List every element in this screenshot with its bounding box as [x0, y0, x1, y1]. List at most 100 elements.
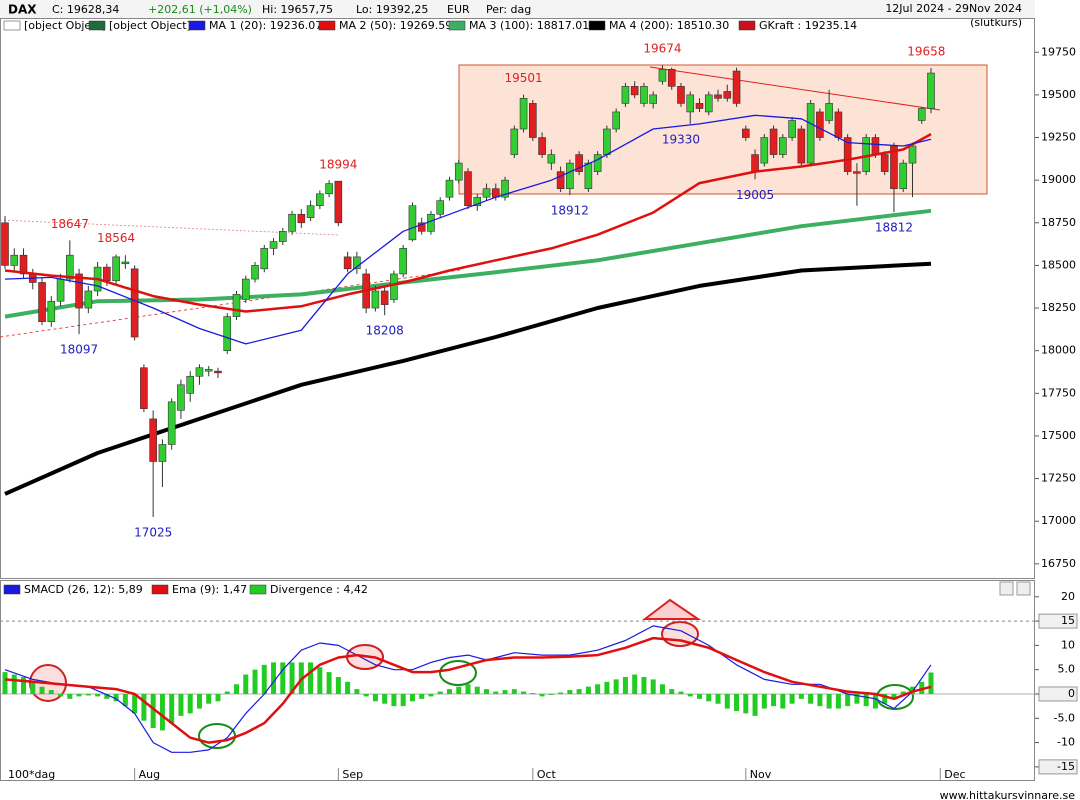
x-tick-label: Aug [139, 768, 160, 781]
divergence-bar [548, 693, 554, 695]
zoom-button[interactable] [999, 581, 1014, 596]
divergence-bar [585, 686, 591, 694]
divergence-bar [169, 693, 175, 724]
change-label: +202,61 (+1,04%) [148, 3, 252, 16]
candle-body [473, 196, 482, 207]
candle-body [10, 254, 19, 266]
candle-body [223, 316, 232, 351]
divergence-bar [58, 693, 64, 697]
divergence-bar [798, 693, 804, 699]
legend-label: MA 4 (200): 18510.30 [609, 19, 729, 32]
divergence-bar [595, 684, 601, 694]
divergence-bar [354, 689, 360, 694]
ma-line [4, 133, 932, 313]
divergence-bar [845, 693, 851, 707]
candle-body [371, 290, 380, 309]
period-label: 100*dag [8, 768, 55, 781]
legend-swatch [3, 584, 21, 595]
candle-body [251, 265, 259, 280]
divergence-bar [150, 693, 156, 728]
candle-body [603, 128, 611, 155]
candle-body [84, 290, 93, 309]
candle-body [797, 128, 806, 164]
candle-body [436, 200, 445, 215]
divergence-bar [882, 693, 888, 704]
legend-label: [object Object] [24, 19, 106, 32]
candle-body [667, 69, 676, 87]
divergence-bar [132, 693, 138, 714]
y-tick-label: 19250 [1041, 131, 1076, 144]
y-tick-label: 18000 [1041, 344, 1076, 357]
candle-body [1, 222, 9, 266]
candle-body [519, 97, 528, 130]
y-tick-label: 16750 [1041, 557, 1076, 570]
candle-body [306, 205, 315, 218]
candle-body [140, 367, 148, 409]
price-annotation: 18097 [60, 343, 98, 357]
candle-body [612, 111, 620, 130]
legend-swatch [588, 20, 606, 31]
divergence-bar [604, 681, 610, 694]
divergence-bar [734, 693, 740, 711]
macd-line [4, 625, 932, 753]
divergence-bar [502, 690, 508, 694]
divergence-bar [21, 676, 27, 694]
low-label: Lo: 19392,25 [356, 3, 428, 16]
legend-label: [object Object] [109, 19, 191, 32]
y-tick-label: 17250 [1041, 472, 1076, 485]
candle-body [241, 278, 250, 300]
divergence-bar [891, 693, 897, 699]
y-tick-label: 18750 [1041, 216, 1076, 229]
divergence-bar [391, 693, 397, 707]
divergence-bar [308, 662, 314, 694]
divergence-bar [85, 693, 91, 696]
trend-line [0, 219, 341, 236]
macd-line [4, 636, 932, 744]
y-tick-label: 19000 [1041, 173, 1076, 186]
candle-body [399, 248, 407, 275]
divergence-bar [428, 693, 434, 697]
divergence-bar [511, 689, 517, 694]
period: Per: dag [486, 3, 531, 16]
candle-body [19, 254, 28, 275]
y-tick-label: 17000 [1041, 514, 1076, 527]
candle-body [640, 86, 648, 104]
divergence-bar [817, 693, 823, 707]
candle-body [232, 294, 241, 317]
legend-swatch [318, 20, 336, 31]
price-annotation: 17025 [134, 525, 172, 539]
candle-body [278, 231, 287, 242]
legend-swatch [151, 584, 169, 595]
close-button[interactable] [1016, 581, 1031, 596]
candle-body [917, 108, 926, 121]
divergence-bar [206, 693, 212, 704]
y-tick-label: 19750 [1041, 45, 1076, 58]
legend-label: MA 3 (100): 18817.01 [469, 19, 589, 32]
legend-label: GKraft : 19235.14 [759, 19, 857, 32]
legend-swatch [188, 20, 206, 31]
candle-body [788, 120, 796, 138]
legend-label: MA 1 (20): 19236.07 [209, 19, 322, 32]
candle-body [177, 384, 185, 411]
divergence-bar [493, 691, 499, 694]
footer: www.hittakursvinnare.se [940, 789, 1076, 800]
divergence-bar [122, 693, 128, 707]
candle-body [538, 137, 546, 155]
divergence-bar [2, 672, 8, 694]
divergence-bar [141, 693, 147, 721]
divergence-bar [900, 691, 906, 694]
divergence-bar [317, 667, 323, 694]
divergence-bar [382, 693, 388, 704]
candle-body [288, 213, 296, 232]
candle-body [195, 367, 204, 377]
y-tick-label: -5.0 [1054, 711, 1075, 724]
candle-body [56, 278, 65, 302]
x-tick-label: Dec [944, 768, 965, 781]
divergence-bar [372, 693, 378, 702]
divergence-bar [576, 689, 582, 694]
candle-body [121, 261, 130, 265]
candle-body [353, 256, 361, 270]
price-annotation: 19330 [662, 132, 700, 146]
candle-body [843, 137, 852, 172]
